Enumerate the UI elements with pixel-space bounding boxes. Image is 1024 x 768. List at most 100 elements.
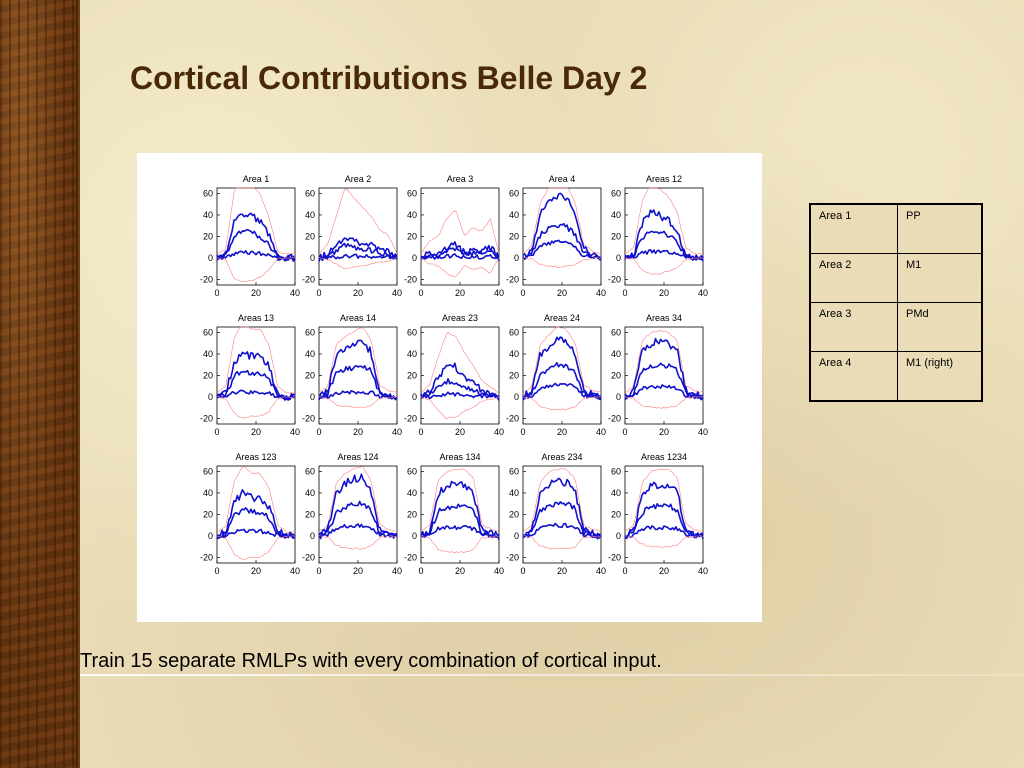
series-line-high bbox=[216, 351, 296, 401]
slide-caption: Train 15 separate RMLPs with every combi… bbox=[80, 650, 662, 672]
series-line-high bbox=[624, 481, 704, 540]
y-tick-label: 20 bbox=[305, 510, 315, 520]
y-tick-label: -20 bbox=[404, 553, 417, 563]
x-tick-label: 0 bbox=[214, 288, 219, 298]
upper-bound-line bbox=[522, 326, 602, 394]
series-line-mid bbox=[420, 247, 500, 260]
x-tick-label: 20 bbox=[659, 288, 669, 298]
x-tick-label: 40 bbox=[290, 427, 300, 437]
series-line-low bbox=[217, 389, 296, 399]
y-tick-label: 20 bbox=[305, 371, 315, 381]
x-tick-label: 0 bbox=[418, 566, 423, 576]
y-tick-label: 60 bbox=[305, 188, 315, 198]
y-tick-label: 20 bbox=[203, 371, 213, 381]
table-cell-region: M1 (right) bbox=[897, 350, 983, 402]
y-tick-label: 0 bbox=[412, 531, 417, 541]
subplot-title: Areas 234 bbox=[541, 452, 582, 462]
subplot-frame bbox=[216, 326, 296, 425]
y-tick-label: 0 bbox=[208, 531, 213, 541]
x-tick-label: 20 bbox=[659, 427, 669, 437]
subplot-title: Areas 24 bbox=[544, 313, 580, 323]
y-tick-label: 20 bbox=[203, 232, 213, 242]
series-line-mid bbox=[522, 362, 602, 400]
subplot-title: Areas 14 bbox=[340, 313, 376, 323]
y-tick-label: 0 bbox=[208, 253, 213, 263]
series-line-high bbox=[522, 477, 602, 540]
subplot-title: Area 1 bbox=[243, 174, 270, 184]
y-tick-label: 20 bbox=[509, 510, 519, 520]
x-tick-label: 20 bbox=[353, 288, 363, 298]
series-line-low bbox=[420, 391, 500, 400]
y-tick-label: 0 bbox=[412, 392, 417, 402]
x-tick-label: 40 bbox=[392, 427, 402, 437]
upper-bound-line bbox=[624, 329, 704, 394]
y-tick-label: -20 bbox=[302, 275, 315, 285]
upper-bound-line bbox=[318, 189, 398, 255]
y-tick-label: 0 bbox=[208, 392, 213, 402]
series-line-mid bbox=[420, 377, 500, 399]
subplot-title: Area 2 bbox=[345, 174, 372, 184]
lower-bound-line bbox=[318, 257, 398, 270]
upper-bound-line bbox=[318, 466, 398, 533]
y-tick-label: 0 bbox=[514, 253, 519, 263]
x-tick-label: 40 bbox=[392, 288, 402, 298]
x-tick-label: 20 bbox=[353, 566, 363, 576]
x-tick-label: 40 bbox=[494, 566, 504, 576]
y-tick-label: 0 bbox=[310, 531, 315, 541]
series-line-mid bbox=[624, 503, 704, 539]
series-line-low bbox=[624, 249, 704, 261]
y-tick-label: 60 bbox=[407, 188, 417, 198]
series-line-low bbox=[318, 253, 398, 260]
series-line-mid bbox=[420, 503, 500, 539]
y-tick-label: 40 bbox=[611, 349, 621, 359]
upper-bound-line bbox=[216, 466, 296, 533]
series-line-low bbox=[420, 525, 500, 539]
x-tick-label: 40 bbox=[596, 427, 606, 437]
subplot-title: Areas 12 bbox=[646, 174, 682, 184]
y-tick-label: -20 bbox=[506, 553, 519, 563]
y-tick-label: 20 bbox=[203, 510, 213, 520]
upper-bound-line bbox=[624, 187, 704, 255]
y-tick-label: 60 bbox=[407, 327, 417, 337]
y-tick-label: 0 bbox=[514, 531, 519, 541]
subplot-title: Areas 134 bbox=[439, 452, 480, 462]
y-tick-label: 40 bbox=[407, 488, 417, 498]
y-tick-label: 20 bbox=[611, 232, 621, 242]
x-tick-label: 20 bbox=[557, 427, 567, 437]
upper-bound-line bbox=[216, 326, 296, 394]
y-tick-label: 40 bbox=[509, 488, 519, 498]
y-tick-label: 40 bbox=[611, 210, 621, 220]
y-tick-label: 60 bbox=[407, 466, 417, 476]
x-tick-label: 40 bbox=[290, 566, 300, 576]
y-tick-label: 20 bbox=[611, 371, 621, 381]
lower-bound-line bbox=[216, 257, 296, 283]
lower-bound-line bbox=[624, 396, 704, 409]
lower-bound-line bbox=[522, 535, 602, 550]
subplot-frame bbox=[216, 187, 296, 286]
subplot-title: Area 3 bbox=[447, 174, 474, 184]
series-line-high bbox=[522, 336, 602, 401]
y-tick-label: -20 bbox=[302, 553, 315, 563]
subplot-title: Areas 34 bbox=[646, 313, 682, 323]
table-row: Area 4 M1 (right) bbox=[809, 350, 983, 402]
y-tick-label: -20 bbox=[404, 414, 417, 424]
series-line-mid bbox=[624, 362, 704, 401]
slide-title: Cortical Contributions Belle Day 2 bbox=[130, 60, 648, 96]
series-line-high bbox=[318, 237, 398, 262]
y-tick-label: 60 bbox=[305, 466, 315, 476]
y-tick-label: 40 bbox=[305, 488, 315, 498]
y-tick-label: 0 bbox=[616, 531, 621, 541]
x-tick-label: 0 bbox=[316, 566, 321, 576]
y-tick-label: 20 bbox=[407, 510, 417, 520]
upper-bound-line bbox=[522, 468, 601, 533]
y-tick-label: 40 bbox=[509, 349, 519, 359]
x-tick-label: 40 bbox=[596, 288, 606, 298]
x-tick-label: 0 bbox=[316, 288, 321, 298]
upper-bound-line bbox=[318, 327, 398, 394]
y-tick-label: 0 bbox=[616, 392, 621, 402]
